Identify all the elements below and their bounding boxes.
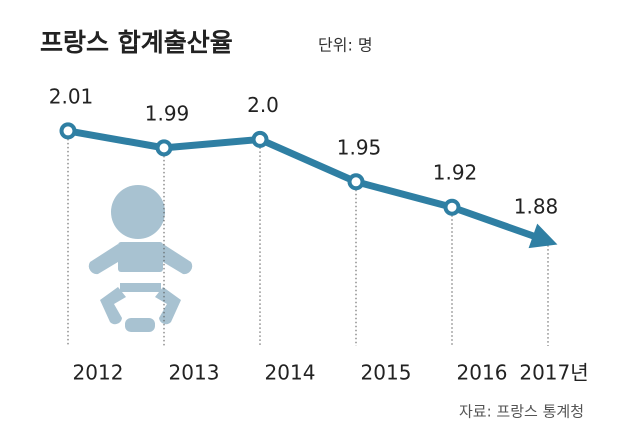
chart-subtitle: 단위: 명	[318, 36, 373, 55]
chart-title: 프랑스 합계출산율	[40, 28, 233, 57]
x-tick-label: 2012	[73, 361, 124, 385]
x-tick-label: 2015	[361, 361, 412, 385]
point	[347, 173, 365, 191]
value-label: 2.01	[49, 84, 94, 108]
value-label: 1.99	[145, 101, 190, 125]
value-label: 1.95	[337, 135, 382, 159]
arrow-head	[528, 223, 558, 249]
x-tick-label: 2013	[169, 361, 220, 385]
x-tick-label: 2017년	[519, 361, 588, 385]
line-series	[67, 127, 542, 242]
value-label: 2.0	[247, 93, 279, 117]
point	[59, 122, 77, 140]
point	[251, 130, 269, 148]
value-label: 1.92	[433, 161, 478, 185]
x-tick-label: 2014	[265, 361, 316, 385]
baby-icon	[88, 185, 193, 332]
point	[443, 198, 461, 216]
point	[155, 139, 173, 157]
x-tick-label: 2016	[457, 361, 508, 385]
value-label: 1.88	[514, 195, 559, 219]
source-note: 자료: 프랑스 통계청	[459, 403, 584, 421]
